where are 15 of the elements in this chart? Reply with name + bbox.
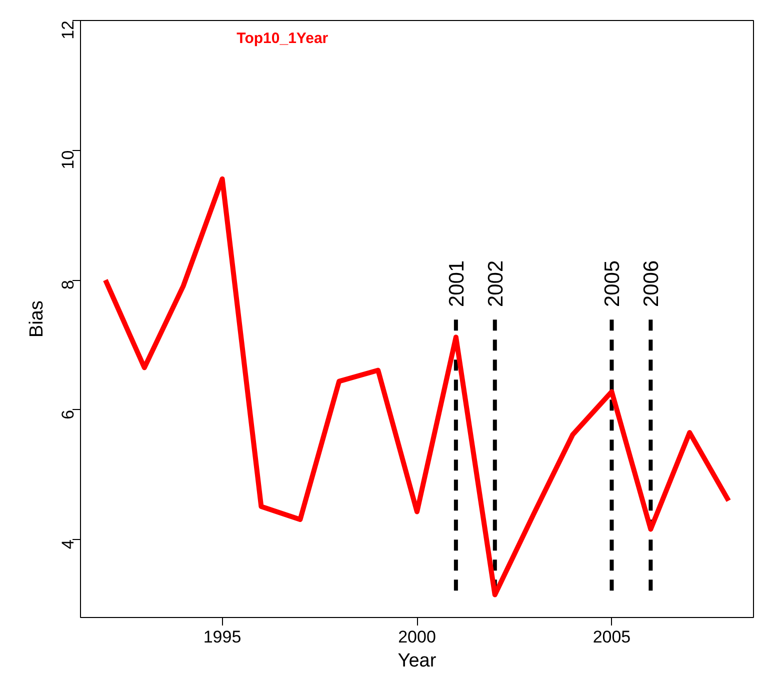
y-tick-label: 8: [58, 280, 78, 290]
y-tick-label: 10: [58, 150, 78, 170]
ref-line-label: 2001: [445, 260, 468, 308]
x-tick-label: 1995: [203, 628, 242, 646]
y-axis-title: Bias: [26, 300, 48, 338]
x-axis-title: Year: [398, 650, 437, 672]
x-tick-label: 2000: [398, 628, 436, 646]
y-tick-label: 12: [58, 20, 78, 40]
ref-line-label: 2006: [640, 260, 664, 308]
text: Top10_1Year: [236, 30, 328, 47]
y-tick-label: 4: [58, 540, 78, 550]
y-tick-label: 6: [58, 410, 78, 420]
ref-line-label: 2005: [601, 260, 624, 308]
x-tick-label: 2005: [592, 628, 631, 646]
ref-line-label: 2002: [484, 260, 508, 308]
